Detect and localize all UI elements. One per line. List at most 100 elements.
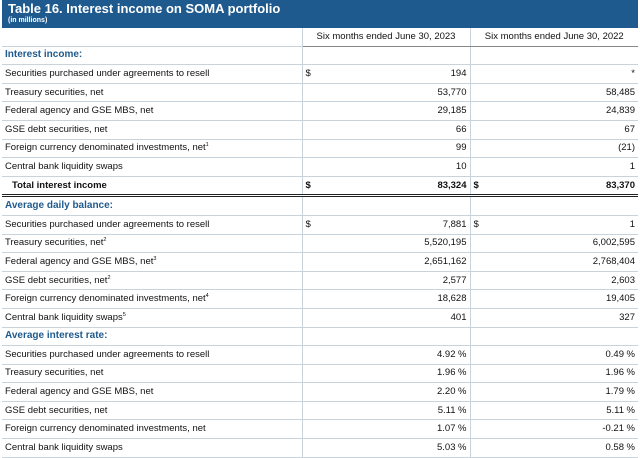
- value-2023: 4.92%: [322, 345, 470, 365]
- value-text: 66: [455, 123, 467, 135]
- value-2023: 194: [322, 64, 470, 84]
- value-text: 327: [619, 311, 635, 323]
- value-text: 53,770: [437, 86, 467, 98]
- value-text: 0.58: [605, 441, 625, 453]
- empty-cell: [301, 195, 470, 216]
- table-subtitle: (in millions): [8, 17, 48, 24]
- value-2023: 2,577: [322, 271, 470, 291]
- dollar-sign-2022: [469, 83, 490, 103]
- soma-income-table: Six months ended June 30, 2023 Six month…: [2, 28, 638, 458]
- dollar-sign-2022: [469, 345, 490, 365]
- value-text: 2,768,404: [592, 255, 635, 267]
- row-label-text: Securities purchased under agreements to…: [5, 67, 210, 79]
- value-2023: 5.11%: [322, 401, 470, 421]
- dollar-sign-2023: [301, 271, 322, 291]
- dollar-sign-2023: [301, 234, 322, 254]
- value-2023: 1.07%: [322, 419, 470, 440]
- dollar-sign-2023: [301, 419, 322, 440]
- dollar-sign-2022: [469, 419, 490, 440]
- percent-sign: %: [626, 386, 635, 398]
- value-2022: 5.11%: [490, 401, 638, 421]
- value-2022: 58,485: [490, 83, 638, 103]
- section-heading-row: Average interest rate:: [2, 327, 638, 347]
- row-label: Central bank liquidity swaps5: [2, 308, 302, 328]
- value-text: 10: [455, 160, 467, 172]
- dollar-sign-2023: [301, 401, 322, 421]
- dollar-sign-2022: [469, 157, 490, 177]
- column-header-row: Six months ended June 30, 2023 Six month…: [2, 28, 638, 47]
- table-row: GSE debt securities, net2 2,577 2,603: [2, 271, 638, 291]
- row-label-text: Federal agency and GSE MBS, net: [5, 255, 154, 267]
- table-title-bar: Table 16. Interest income on SOMA portfo…: [2, 0, 638, 28]
- percent-sign: %: [626, 404, 635, 416]
- empty-cell: [469, 46, 638, 66]
- dollar-sign-2023: [301, 308, 322, 328]
- section-heading: Interest income:: [2, 46, 302, 66]
- row-label-text: Treasury securities, net: [5, 237, 104, 249]
- total-value-2022: 83,370: [490, 175, 638, 198]
- row-label-text: Foreign currency denominated investments…: [5, 423, 206, 435]
- percent-sign: %: [626, 423, 635, 435]
- percent-sign: %: [458, 386, 467, 398]
- dollar-sign-2022: $: [469, 215, 490, 235]
- row-label: Foreign currency denominated investments…: [2, 139, 302, 159]
- dollar-sign-2023: $: [301, 64, 322, 84]
- value-2022: 0.49%: [490, 345, 638, 365]
- value-text: 1.07: [437, 423, 456, 435]
- value-2022: 1.79%: [490, 382, 638, 402]
- value-2023: 5.03%: [322, 438, 470, 458]
- dollar-sign-2023: [301, 157, 322, 177]
- total-row: Total interest income $83,324 $83,370: [2, 175, 638, 198]
- dollar-sign-2023: [301, 139, 322, 159]
- row-label-text: Central bank liquidity swaps: [5, 311, 123, 323]
- total-dollar-2022: $: [469, 175, 490, 198]
- value-2022: 19,405: [490, 289, 638, 309]
- row-label: Federal agency and GSE MBS, net: [2, 382, 302, 402]
- value-text: 29,185: [437, 105, 467, 117]
- dollar-sign-2022: [469, 438, 490, 458]
- dollar-sign-2022: [469, 382, 490, 402]
- value-2023: 2,651,162: [322, 252, 470, 272]
- dollar-sign-2022: [469, 401, 490, 421]
- row-label: Federal agency and GSE MBS, net3: [2, 252, 302, 272]
- value-text: 401: [450, 311, 467, 323]
- dollar-sign-2023: [301, 345, 322, 365]
- section-heading: Average daily balance:: [2, 195, 302, 216]
- dollar-sign-2022: [469, 120, 490, 140]
- value-2022: 1.96%: [490, 364, 638, 384]
- column-header-2022: Six months ended June 30, 2022: [469, 28, 638, 47]
- total-value-2023: 83,324: [322, 175, 470, 198]
- value-text: 5,520,195: [424, 237, 467, 249]
- dollar-sign-2023: [301, 252, 322, 272]
- value-2023: 10: [322, 157, 470, 177]
- row-label: GSE debt securities, net2: [2, 271, 302, 291]
- percent-sign: %: [458, 441, 467, 453]
- value-2023: 66: [322, 120, 470, 140]
- row-label: Foreign currency denominated investments…: [2, 419, 302, 440]
- dollar-sign-2022: [469, 139, 490, 159]
- dollar-sign-2023: [301, 382, 322, 402]
- value-2022: (21): [490, 139, 638, 159]
- section-heading-row: Average daily balance:: [2, 195, 638, 216]
- value-2022: 2,768,404: [490, 252, 638, 272]
- row-label-text: Foreign currency denominated investments…: [5, 293, 206, 305]
- value-text: 58,485: [605, 86, 635, 98]
- table-row: Treasury securities, net 1.96% 1.96%: [2, 364, 638, 384]
- row-label-text: GSE debt securities, net: [5, 274, 108, 286]
- percent-sign: %: [626, 367, 635, 379]
- percent-sign: %: [626, 348, 635, 360]
- empty-cell: [301, 327, 470, 347]
- row-label: Foreign currency denominated investments…: [2, 289, 302, 309]
- dollar-sign-2022: [469, 271, 490, 291]
- footnote-marker: 4: [205, 292, 209, 299]
- value-2023: 53,770: [322, 83, 470, 103]
- row-label: Securities purchased under agreements to…: [2, 215, 302, 235]
- section-heading-row: Interest income:: [2, 46, 638, 66]
- value-2022: *: [490, 64, 638, 84]
- dollar-sign-2023: [301, 438, 322, 458]
- footnote-marker: 5: [122, 311, 126, 318]
- value-2022: 6,002,595: [490, 234, 638, 254]
- row-label: GSE debt securities, net: [2, 401, 302, 421]
- total-label: Total interest income: [2, 175, 302, 198]
